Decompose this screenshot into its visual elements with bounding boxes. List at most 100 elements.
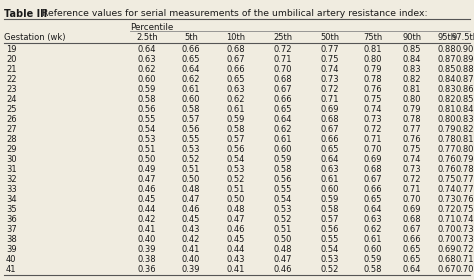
Text: 36: 36 — [6, 215, 17, 224]
Text: 0.64: 0.64 — [364, 205, 382, 214]
Text: 0.41: 0.41 — [227, 265, 245, 274]
Text: 0.36: 0.36 — [137, 265, 156, 274]
Text: 0.62: 0.62 — [182, 75, 200, 84]
Text: 2.5th: 2.5th — [136, 33, 158, 42]
Text: 0.53: 0.53 — [227, 165, 245, 174]
Text: 0.71: 0.71 — [274, 55, 292, 64]
Text: 0.59: 0.59 — [364, 255, 382, 264]
Text: 0.41: 0.41 — [138, 225, 156, 234]
Text: 0.75: 0.75 — [403, 145, 421, 154]
Text: 0.68: 0.68 — [438, 255, 456, 264]
Text: 0.62: 0.62 — [274, 125, 292, 134]
Text: 0.45: 0.45 — [182, 215, 200, 224]
Text: 0.73: 0.73 — [456, 225, 474, 234]
Text: 0.64: 0.64 — [182, 65, 200, 74]
Text: 0.64: 0.64 — [138, 45, 156, 54]
Text: 0.75: 0.75 — [438, 175, 456, 184]
Text: 0.65: 0.65 — [321, 145, 339, 154]
Text: 0.88: 0.88 — [438, 45, 456, 54]
Text: 0.65: 0.65 — [403, 255, 421, 264]
Text: 0.68: 0.68 — [403, 215, 421, 224]
Text: 0.69: 0.69 — [364, 155, 382, 164]
Text: 0.58: 0.58 — [138, 95, 156, 104]
Text: 0.74: 0.74 — [438, 185, 456, 194]
Text: 0.69: 0.69 — [403, 205, 421, 214]
Text: 26: 26 — [6, 115, 17, 124]
Text: 0.72: 0.72 — [364, 125, 382, 134]
Text: 0.58: 0.58 — [321, 205, 339, 214]
Text: 0.76: 0.76 — [438, 155, 456, 164]
Text: 0.79: 0.79 — [456, 155, 474, 164]
Text: 95th: 95th — [438, 33, 456, 42]
Text: 0.43: 0.43 — [227, 255, 245, 264]
Text: 0.85: 0.85 — [438, 65, 456, 74]
Text: 0.87: 0.87 — [438, 55, 456, 64]
Text: 0.85: 0.85 — [456, 95, 474, 104]
Text: 0.90: 0.90 — [456, 45, 474, 54]
Text: 25th: 25th — [273, 33, 292, 42]
Text: 0.65: 0.65 — [364, 195, 382, 204]
Text: 20: 20 — [6, 55, 17, 64]
Text: 0.60: 0.60 — [321, 185, 339, 194]
Text: 0.67: 0.67 — [321, 125, 339, 134]
Text: 0.78: 0.78 — [364, 75, 383, 84]
Text: 0.53: 0.53 — [138, 135, 156, 144]
Text: 0.80: 0.80 — [456, 145, 474, 154]
Text: 0.75: 0.75 — [321, 55, 339, 64]
Text: 0.89: 0.89 — [456, 55, 474, 64]
Text: 0.82: 0.82 — [403, 75, 421, 84]
Text: 0.76: 0.76 — [438, 165, 456, 174]
Text: 0.72: 0.72 — [456, 245, 474, 254]
Text: 0.57: 0.57 — [321, 215, 339, 224]
Text: 0.70: 0.70 — [403, 195, 421, 204]
Text: 0.58: 0.58 — [364, 265, 382, 274]
Text: 75th: 75th — [364, 33, 383, 42]
Text: 0.83: 0.83 — [456, 115, 474, 124]
Text: 0.71: 0.71 — [364, 135, 382, 144]
Text: 0.41: 0.41 — [182, 245, 200, 254]
Text: 0.52: 0.52 — [274, 215, 292, 224]
Text: 0.73: 0.73 — [364, 115, 383, 124]
Text: 0.53: 0.53 — [182, 145, 200, 154]
Text: 0.50: 0.50 — [138, 155, 156, 164]
Text: 0.82: 0.82 — [438, 95, 456, 104]
Text: 0.46: 0.46 — [182, 205, 200, 214]
Text: 0.68: 0.68 — [273, 75, 292, 84]
Text: 0.72: 0.72 — [438, 205, 456, 214]
Text: 50th: 50th — [320, 33, 339, 42]
Text: 0.63: 0.63 — [364, 215, 383, 224]
Text: 0.61: 0.61 — [274, 135, 292, 144]
Text: 0.46: 0.46 — [227, 225, 245, 234]
Text: 0.66: 0.66 — [403, 235, 421, 244]
Text: Gestation (wk): Gestation (wk) — [4, 33, 65, 42]
Text: 0.68: 0.68 — [321, 115, 339, 124]
Text: 40: 40 — [6, 255, 17, 264]
Text: 0.82: 0.82 — [456, 125, 474, 134]
Text: 0.71: 0.71 — [456, 255, 474, 264]
Text: 0.51: 0.51 — [227, 185, 245, 194]
Text: 0.83: 0.83 — [403, 65, 421, 74]
Text: 0.39: 0.39 — [182, 265, 200, 274]
Text: 0.65: 0.65 — [182, 55, 200, 64]
Text: 0.77: 0.77 — [456, 185, 474, 194]
Text: 22: 22 — [6, 75, 17, 84]
Text: 0.84: 0.84 — [403, 55, 421, 64]
Text: 30: 30 — [6, 155, 17, 164]
Text: 0.61: 0.61 — [227, 105, 245, 114]
Text: 35: 35 — [6, 205, 17, 214]
Text: 0.86: 0.86 — [456, 85, 474, 94]
Text: 0.68: 0.68 — [227, 45, 246, 54]
Text: 0.72: 0.72 — [403, 175, 421, 184]
Text: 0.52: 0.52 — [321, 265, 339, 274]
Text: 0.66: 0.66 — [227, 65, 246, 74]
Text: 0.47: 0.47 — [274, 255, 292, 264]
Text: 0.58: 0.58 — [182, 105, 200, 114]
Text: 0.55: 0.55 — [182, 135, 200, 144]
Text: 0.70: 0.70 — [274, 65, 292, 74]
Text: 0.54: 0.54 — [274, 195, 292, 204]
Text: 0.79: 0.79 — [364, 65, 382, 74]
Text: Reference values for serial measurements of the umbilical artery resistance inde: Reference values for serial measurements… — [42, 9, 428, 18]
Text: 0.65: 0.65 — [274, 105, 292, 114]
Text: 0.59: 0.59 — [138, 85, 156, 94]
Text: 0.51: 0.51 — [274, 225, 292, 234]
